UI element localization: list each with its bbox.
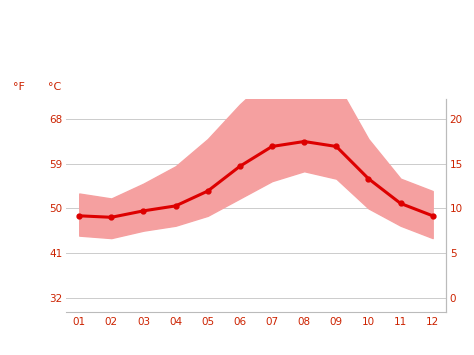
Text: °C: °C xyxy=(48,82,61,92)
Text: °F: °F xyxy=(13,82,25,92)
